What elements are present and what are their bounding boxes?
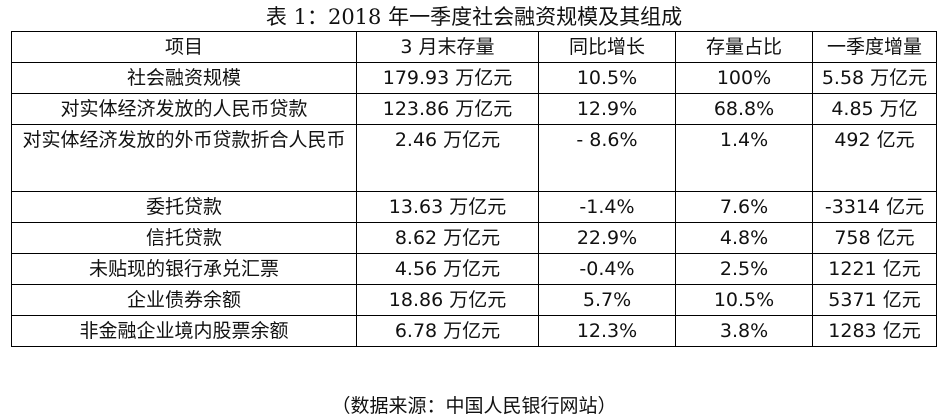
header-item: 项目 — [11, 31, 357, 63]
row-q1-increase: 4.85 万亿 — [812, 93, 937, 125]
row-yoy: 22.9% — [538, 222, 676, 254]
table-row: 对实体经济发放的人民币贷款 123.86 万亿元 12.9% 68.8% 4.8… — [11, 93, 937, 125]
row-stock: 6.78 万亿元 — [356, 315, 539, 347]
table-row: 委托贷款 13.63 万亿元 -1.4% 7.6% -3314 亿元 — [11, 191, 937, 223]
row-stock: 4.56 万亿元 — [356, 253, 539, 285]
row-item: 企业债券余额 — [11, 284, 357, 316]
row-item: 非金融企业境内股票余额 — [11, 315, 357, 347]
row-share: 100% — [675, 62, 813, 94]
table-row: 社会融资规模 179.93 万亿元 10.5% 100% 5.58 万亿元 — [11, 62, 937, 94]
header-q1-increase: 一季度增量 — [812, 31, 937, 63]
row-yoy: - 8.6% — [538, 124, 676, 192]
row-stock: 179.93 万亿元 — [356, 62, 539, 94]
row-item: 未贴现的银行承兑汇票 — [11, 253, 357, 285]
row-item: 对实体经济发放的外币贷款折合人民币 — [11, 124, 357, 192]
row-item: 社会融资规模 — [11, 62, 357, 94]
row-q1-increase: 1221 亿元 — [812, 253, 937, 285]
row-share: 4.8% — [675, 222, 813, 254]
row-q1-increase: -3314 亿元 — [812, 191, 937, 223]
row-share: 2.5% — [675, 253, 813, 285]
row-yoy: 5.7% — [538, 284, 676, 316]
row-share: 1.4% — [675, 124, 813, 192]
row-stock: 123.86 万亿元 — [356, 93, 539, 125]
row-stock: 18.86 万亿元 — [356, 284, 539, 316]
header-yoy: 同比增长 — [538, 31, 676, 63]
row-stock: 2.46 万亿元 — [356, 124, 539, 192]
header-stock: 3 月末存量 — [356, 31, 539, 63]
row-yoy: 10.5% — [538, 62, 676, 94]
row-item: 信托贷款 — [11, 222, 357, 254]
row-item: 委托贷款 — [11, 191, 357, 223]
financing-table: 项目 3 月末存量 同比增长 存量占比 一季度增量 社会融资规模 179.93 … — [11, 31, 937, 347]
row-share: 7.6% — [675, 191, 813, 223]
row-q1-increase: 492 亿元 — [812, 124, 937, 192]
table-row: 对实体经济发放的外币贷款折合人民币 2.46 万亿元 - 8.6% 1.4% 4… — [11, 124, 937, 192]
row-yoy: -0.4% — [538, 253, 676, 285]
row-share: 10.5% — [675, 284, 813, 316]
row-q1-increase: 758 亿元 — [812, 222, 937, 254]
table-row: 信托贷款 8.62 万亿元 22.9% 4.8% 758 亿元 — [11, 222, 937, 254]
table-header-row: 项目 3 月末存量 同比增长 存量占比 一季度增量 — [11, 31, 937, 63]
row-q1-increase: 5.58 万亿元 — [812, 62, 937, 94]
table-title: 表 1：2018 年一季度社会融资规模及其组成 — [265, 5, 683, 29]
row-q1-increase: 1283 亿元 — [812, 315, 937, 347]
row-share: 3.8% — [675, 315, 813, 347]
table-row: 未贴现的银行承兑汇票 4.56 万亿元 -0.4% 2.5% 1221 亿元 — [11, 253, 937, 285]
row-stock: 8.62 万亿元 — [356, 222, 539, 254]
row-yoy: -1.4% — [538, 191, 676, 223]
row-q1-increase: 5371 亿元 — [812, 284, 937, 316]
header-share: 存量占比 — [675, 31, 813, 63]
data-source-note: （数据来源：中国人民银行网站） — [331, 395, 617, 417]
row-stock: 13.63 万亿元 — [356, 191, 539, 223]
row-yoy: 12.9% — [538, 93, 676, 125]
row-yoy: 12.3% — [538, 315, 676, 347]
table-row: 非金融企业境内股票余额 6.78 万亿元 12.3% 3.8% 1283 亿元 — [11, 315, 937, 347]
row-share: 68.8% — [675, 93, 813, 125]
row-item: 对实体经济发放的人民币贷款 — [11, 93, 357, 125]
table-row: 企业债券余额 18.86 万亿元 5.7% 10.5% 5371 亿元 — [11, 284, 937, 316]
